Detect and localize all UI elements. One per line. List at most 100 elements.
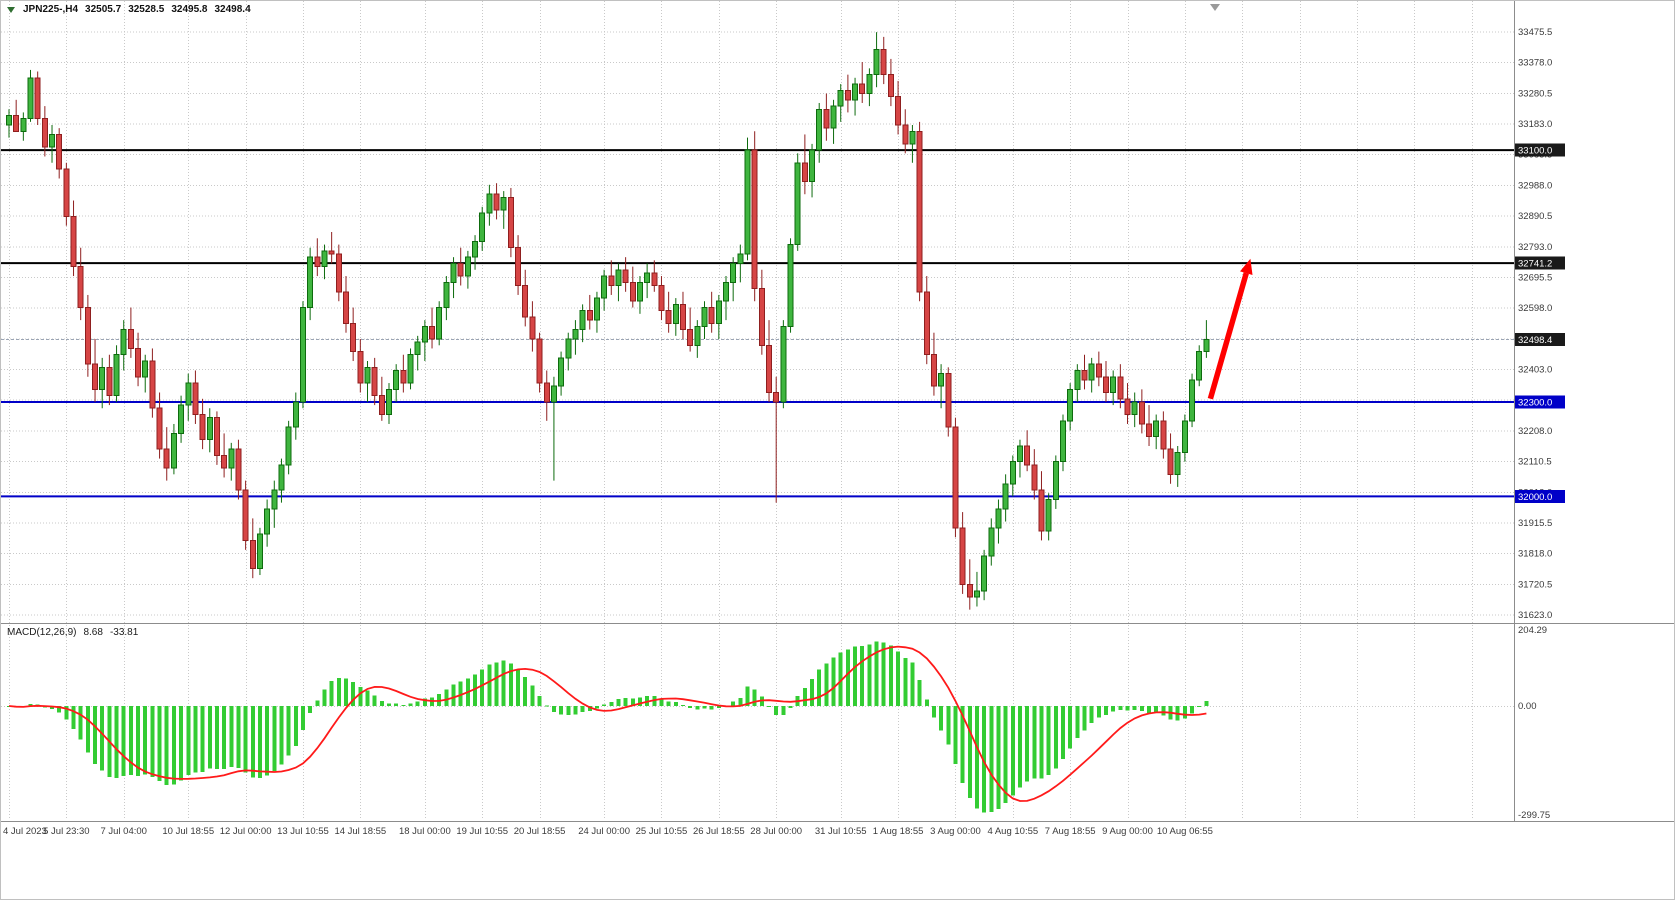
candle-body-bull <box>644 272 651 283</box>
candle-body-bear <box>1138 401 1145 425</box>
candle <box>292 392 299 440</box>
candle <box>185 373 192 421</box>
candle <box>887 58 894 107</box>
macd-bar <box>1104 706 1109 715</box>
macd-bar <box>896 651 901 706</box>
candle-body-bull <box>1052 461 1059 501</box>
macd-bar <box>1139 706 1144 712</box>
candle-body-bear <box>163 448 170 469</box>
macd-bar <box>387 703 392 706</box>
candle <box>335 244 342 302</box>
price-axis-label: 32988.0 <box>1518 180 1552 191</box>
candle <box>443 276 450 321</box>
candle-body-bear <box>400 369 407 384</box>
candle-body-bear <box>959 527 966 585</box>
candle <box>1088 357 1095 393</box>
ohlc-close: 32498.4 <box>214 4 251 15</box>
macd-bar <box>974 706 979 809</box>
candle-body-bear <box>1146 423 1153 438</box>
macd-bar <box>1082 706 1087 731</box>
time-axis-label: 18 Jul 00:00 <box>399 826 451 837</box>
candle-body-bear <box>378 395 385 416</box>
trend-arrow-annotation[interactable] <box>1207 258 1253 400</box>
candle <box>579 304 586 343</box>
macd-bar <box>1147 706 1152 714</box>
candle-body-bear <box>923 291 930 356</box>
candle <box>1181 414 1188 462</box>
macd-bar <box>637 697 642 706</box>
candle-body-bull <box>794 162 801 246</box>
candle-body-bear <box>751 149 758 290</box>
candle-body-bull <box>1074 369 1081 390</box>
candle <box>163 427 170 481</box>
candle <box>350 307 357 362</box>
candle <box>794 153 801 251</box>
candle <box>859 62 866 103</box>
macd-bar <box>480 669 485 706</box>
candle <box>1002 474 1009 522</box>
macd-axis-label: 0.00 <box>1518 701 1537 712</box>
candle-body-bull <box>185 382 192 406</box>
macd-bar <box>286 706 291 756</box>
candle-body-bear <box>34 77 41 120</box>
candle-body-bear <box>357 351 364 384</box>
macd-bar <box>1017 706 1022 788</box>
candle <box>457 247 464 286</box>
macd-bar <box>358 687 363 706</box>
macd-bar <box>1068 706 1073 749</box>
chart-shift-marker-icon[interactable] <box>1210 4 1220 11</box>
candle <box>801 134 808 195</box>
candles <box>6 32 1210 610</box>
time-axis-label: 25 Jul 10:55 <box>636 826 688 837</box>
candle <box>823 93 830 141</box>
macd-bar <box>1075 706 1080 739</box>
macd-bar <box>845 649 850 706</box>
candle <box>708 291 715 333</box>
candle-body-bear <box>92 363 99 390</box>
price-axis-label: 33378.0 <box>1518 58 1552 69</box>
ohlc-high: 32528.5 <box>128 4 165 15</box>
candle <box>558 351 565 396</box>
candle <box>507 187 514 258</box>
candle-body-bull <box>1131 401 1138 416</box>
macd-bar <box>931 706 936 718</box>
macd-bar <box>57 706 62 713</box>
macd-bar <box>415 701 420 706</box>
candle-body-bull <box>27 77 34 120</box>
macd-bar <box>114 706 119 779</box>
candle-body-bull <box>737 253 744 264</box>
symbol-ohlc-bar: JPN225-,H4 32505.7 32528.5 32495.8 32498… <box>7 4 251 15</box>
candle <box>945 367 952 437</box>
candle <box>1103 361 1110 402</box>
candle <box>773 376 780 503</box>
candle-body-bear <box>106 366 113 397</box>
candle-body-bear <box>1103 376 1110 394</box>
candle <box>938 364 945 409</box>
candle-body-bull <box>1002 483 1009 510</box>
macd-axis[interactable]: 204.29 0.00 -299.75 <box>1518 625 1550 821</box>
candle <box>844 74 851 113</box>
candle-body-bear <box>1038 489 1045 532</box>
candle-body-bear <box>1031 464 1038 491</box>
candle <box>973 571 980 607</box>
candle-body-bull <box>1181 420 1188 453</box>
price-axis-label: 32793.0 <box>1518 242 1552 253</box>
candle-body-bear <box>156 407 163 450</box>
candle-body-bull <box>386 388 393 416</box>
candle-body-bear <box>1124 398 1131 416</box>
macd-bar <box>666 701 671 706</box>
macd-bar <box>573 706 578 715</box>
symbol-dropdown-icon[interactable] <box>7 6 15 13</box>
candle-body-bear <box>665 310 672 324</box>
candle-body-bear <box>63 168 70 217</box>
candle <box>299 301 306 409</box>
candle-body-bull <box>1196 351 1203 381</box>
candle <box>407 348 414 390</box>
candle <box>178 395 185 443</box>
candle-body-bear <box>895 96 902 126</box>
macd-bar <box>1010 706 1015 796</box>
candle <box>565 332 572 371</box>
